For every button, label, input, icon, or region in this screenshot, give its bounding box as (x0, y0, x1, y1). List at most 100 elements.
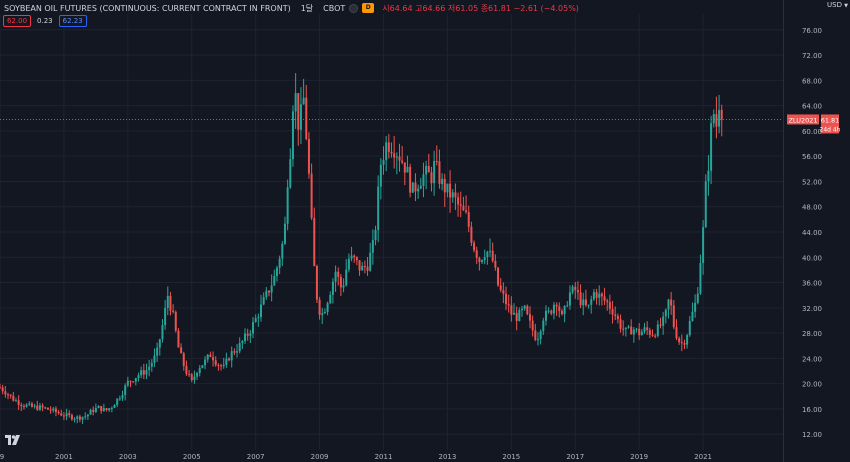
y-tick-label: 56.00 (802, 153, 822, 161)
candle-body (73, 418, 76, 420)
interval-label[interactable]: 1달 (300, 3, 314, 13)
candle-body (228, 358, 231, 361)
candle-body (395, 156, 398, 158)
y-tick-label: 72.00 (802, 52, 822, 60)
candle-body (638, 328, 641, 336)
candle-body (54, 408, 57, 413)
candle-body (331, 281, 334, 295)
countdown-bg (821, 124, 839, 134)
candle-body (289, 159, 292, 188)
candle-body (244, 333, 247, 342)
candle-body (196, 372, 199, 377)
candle-body (531, 320, 534, 331)
candle-body (659, 324, 662, 326)
candle-body (57, 412, 60, 414)
ohlc-values: 시64.64 고64.66 저61.05 종61.81 −2.61 (−4.05… (382, 3, 579, 13)
delayed-data-badge[interactable]: D (362, 3, 375, 13)
candle-body (505, 293, 508, 305)
candle-body (579, 292, 582, 306)
y-tick-label: 20.00 (802, 381, 822, 389)
y-tick-label: 60.00 (802, 128, 822, 136)
candle-body (358, 260, 361, 271)
ask-price-badge[interactable]: 62.23 (58, 15, 87, 27)
candle-body (523, 305, 526, 309)
candle-body (28, 403, 31, 405)
candle-body (435, 160, 438, 162)
candle-body (616, 315, 619, 320)
candle-body (606, 300, 609, 303)
candle-body (198, 367, 201, 373)
candle-body (299, 104, 302, 130)
candle-body (489, 250, 492, 252)
candle-body (294, 93, 297, 112)
candle-body (265, 290, 268, 298)
price-tag-bg (821, 114, 839, 125)
candle-body (550, 310, 553, 314)
candle-body (664, 309, 667, 317)
candle-body (473, 242, 476, 251)
candle-body (536, 339, 539, 341)
candle-body (513, 312, 516, 315)
candle-body (662, 316, 665, 326)
candle-body (574, 286, 577, 291)
tradingview-logo-icon[interactable] (4, 433, 22, 447)
candle-body (121, 395, 124, 399)
bid-price-badge[interactable]: 62.00 (3, 15, 32, 27)
candle-body (510, 305, 513, 315)
candle-body (486, 251, 489, 258)
candle-body (715, 114, 718, 127)
candle-body (571, 286, 574, 293)
candle-body (65, 413, 68, 417)
symbol-tag-bg (787, 114, 819, 125)
candle-body (680, 342, 683, 344)
candle-body (521, 308, 523, 311)
exchange-label: CBOT (323, 3, 346, 13)
candle-body (369, 252, 372, 271)
symbol-title[interactable]: SOYBEAN OIL FUTURES (CONTINUOUS: CURRENT… (4, 3, 291, 13)
candle-body (656, 324, 659, 336)
candle-body (158, 339, 161, 348)
candle-body (539, 331, 542, 340)
x-tick-label: 2021 (694, 453, 712, 461)
chevron-down-icon[interactable]: ▼ (844, 3, 848, 9)
candle-body (46, 407, 49, 410)
candle-body (470, 226, 473, 243)
candle-body (566, 305, 569, 307)
candle-body (313, 218, 316, 267)
candle-body (30, 403, 33, 407)
candle-body (4, 391, 7, 395)
candle-body (323, 311, 326, 314)
candle-body (78, 416, 81, 420)
candle-body (270, 285, 273, 293)
candle-body (204, 359, 207, 366)
candle-body (49, 409, 52, 411)
candle-body (92, 409, 95, 412)
candle-body (385, 142, 388, 161)
candle-body (108, 408, 111, 411)
candle-body (12, 395, 15, 401)
candle-body (409, 166, 412, 193)
currency-selector[interactable]: USD (827, 1, 842, 9)
candle-body (590, 299, 593, 305)
candle-body (478, 257, 481, 263)
candle-body (678, 338, 681, 343)
candle-body (494, 260, 497, 268)
candle-body (20, 404, 23, 407)
candle-body (694, 302, 697, 312)
candle-body (275, 267, 278, 276)
candle-body (118, 398, 121, 400)
candle-body (126, 380, 129, 386)
candle-body (246, 333, 249, 336)
x-tick-label: 2009 (311, 453, 329, 461)
candle-body (379, 164, 382, 187)
candle-body (81, 416, 84, 420)
candle-body (675, 327, 678, 339)
candle-body (291, 111, 294, 160)
candle-body (433, 160, 436, 184)
candle-body (627, 326, 630, 328)
candle-body (150, 362, 153, 367)
candle-body (345, 269, 348, 286)
candle-body (614, 314, 617, 316)
candle-body (718, 109, 721, 127)
